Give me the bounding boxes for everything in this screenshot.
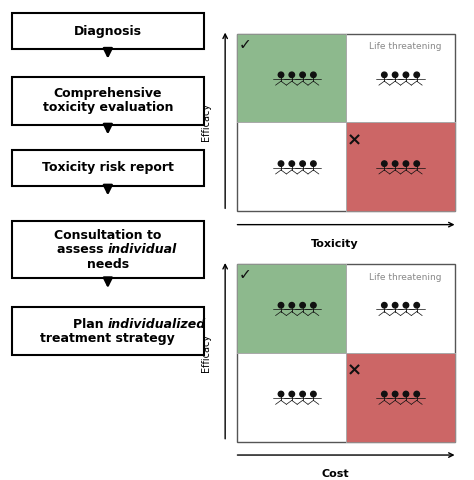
Ellipse shape bbox=[310, 302, 316, 308]
Ellipse shape bbox=[300, 72, 305, 78]
Ellipse shape bbox=[414, 72, 419, 78]
Ellipse shape bbox=[414, 391, 419, 397]
Text: Plan: Plan bbox=[73, 317, 108, 331]
Text: Efficacy: Efficacy bbox=[201, 103, 211, 142]
Ellipse shape bbox=[414, 161, 419, 167]
Text: Consultation to: Consultation to bbox=[54, 228, 162, 242]
Text: Efficacy: Efficacy bbox=[201, 334, 211, 372]
Text: ✓: ✓ bbox=[239, 267, 252, 282]
Bar bbox=[12, 13, 204, 49]
Ellipse shape bbox=[278, 391, 284, 397]
Bar bbox=[12, 77, 204, 125]
Ellipse shape bbox=[278, 302, 284, 308]
Text: Toxicity risk report: Toxicity risk report bbox=[42, 161, 174, 175]
Bar bbox=[346, 122, 455, 211]
Bar bbox=[12, 307, 204, 355]
Text: Life threatening: Life threatening bbox=[369, 42, 441, 51]
Bar bbox=[237, 34, 455, 211]
Ellipse shape bbox=[300, 161, 305, 167]
Ellipse shape bbox=[392, 302, 398, 308]
Bar bbox=[237, 264, 346, 353]
Ellipse shape bbox=[382, 302, 387, 308]
Text: assess: assess bbox=[57, 243, 108, 256]
Ellipse shape bbox=[300, 302, 305, 308]
Ellipse shape bbox=[403, 161, 409, 167]
Bar bbox=[12, 221, 204, 278]
Ellipse shape bbox=[382, 161, 387, 167]
Text: treatment strategy: treatment strategy bbox=[40, 332, 175, 345]
Text: individual: individual bbox=[108, 243, 177, 256]
Ellipse shape bbox=[289, 302, 294, 308]
Ellipse shape bbox=[403, 72, 409, 78]
Ellipse shape bbox=[392, 161, 398, 167]
Text: Comprehensive: Comprehensive bbox=[54, 87, 162, 100]
Bar bbox=[237, 34, 346, 122]
Ellipse shape bbox=[278, 161, 284, 167]
Ellipse shape bbox=[310, 391, 316, 397]
Ellipse shape bbox=[414, 302, 419, 308]
Ellipse shape bbox=[392, 72, 398, 78]
Text: Diagnosis: Diagnosis bbox=[74, 24, 142, 38]
Ellipse shape bbox=[392, 391, 398, 397]
Bar bbox=[12, 150, 204, 186]
Ellipse shape bbox=[382, 391, 387, 397]
Ellipse shape bbox=[289, 72, 294, 78]
Bar bbox=[237, 264, 455, 442]
Ellipse shape bbox=[382, 72, 387, 78]
Text: ×: × bbox=[347, 131, 362, 149]
Text: ×: × bbox=[347, 361, 362, 380]
Ellipse shape bbox=[300, 391, 305, 397]
Text: Cost: Cost bbox=[321, 469, 349, 479]
Ellipse shape bbox=[289, 161, 294, 167]
Bar bbox=[346, 353, 455, 442]
Text: individualized: individualized bbox=[108, 317, 206, 331]
Text: ✓: ✓ bbox=[239, 37, 252, 52]
Text: toxicity evaluation: toxicity evaluation bbox=[43, 101, 173, 115]
Text: Toxicity: Toxicity bbox=[311, 239, 359, 249]
Text: Life threatening: Life threatening bbox=[369, 273, 441, 282]
Ellipse shape bbox=[278, 72, 284, 78]
Text: needs: needs bbox=[87, 257, 129, 271]
Ellipse shape bbox=[310, 72, 316, 78]
Ellipse shape bbox=[403, 391, 409, 397]
Ellipse shape bbox=[403, 302, 409, 308]
Ellipse shape bbox=[289, 391, 294, 397]
Ellipse shape bbox=[310, 161, 316, 167]
